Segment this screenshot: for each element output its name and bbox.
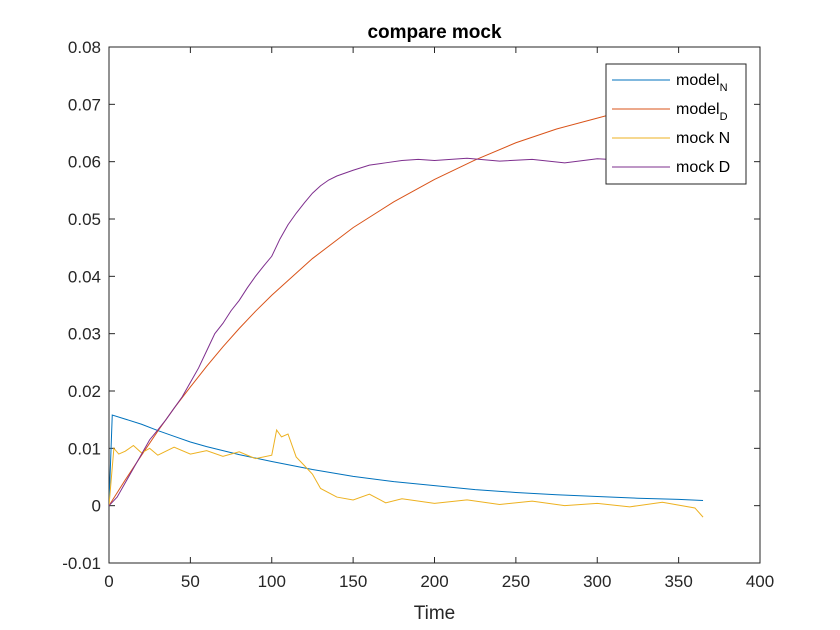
y-tick-label: -0.01	[62, 554, 101, 573]
legend-entry-text: model	[676, 101, 720, 118]
x-axis-label: Time	[414, 603, 456, 624]
y-tick-label: 0	[92, 497, 101, 516]
legend-box	[605, 63, 747, 185]
series-line-modeln	[109, 414, 704, 506]
legend-entry-subscript: D	[720, 111, 728, 123]
y-tick-label: 0.04	[68, 267, 101, 286]
y-tick-label: 0.02	[68, 382, 101, 401]
series-line-mock-d	[109, 157, 704, 507]
x-tick-label: 0	[104, 572, 113, 591]
legend-entry: modelN	[676, 72, 728, 94]
series-line-mock-n	[109, 428, 704, 518]
legend-entry: mock D	[676, 159, 730, 176]
x-tick-label: 200	[420, 572, 448, 591]
x-tick-label: 400	[746, 572, 774, 591]
legend-entry-text: mock N	[676, 130, 730, 147]
axis-ticks: 0 50 100 150 200 250 300 350 400-0.0100.010.020.…	[62, 38, 774, 591]
legend-entry-text: model	[676, 72, 720, 89]
y-tick-label: 0.05	[68, 210, 101, 229]
y-tick-label: 0.03	[68, 325, 101, 344]
legend-entry-subscript: N	[720, 82, 728, 94]
series-lines	[109, 83, 704, 518]
chart-title: compare mock	[367, 22, 502, 43]
x-tick-label: 350	[664, 572, 692, 591]
x-tick-label: 250	[502, 572, 530, 591]
legend-entry: mock N	[676, 130, 730, 147]
legend-entry: modelD	[676, 101, 728, 123]
x-tick-label: 150	[339, 572, 367, 591]
y-tick-label: 0.07	[68, 95, 101, 114]
x-tick-label: 300	[583, 572, 611, 591]
x-tick-label: 100	[258, 572, 286, 591]
x-tick-label: 50	[181, 572, 200, 591]
y-tick-label: 0.01	[68, 439, 101, 458]
y-tick-label: 0.08	[68, 38, 101, 57]
y-tick-label: 0.06	[68, 153, 101, 172]
legend-entry-text: mock D	[676, 159, 730, 176]
